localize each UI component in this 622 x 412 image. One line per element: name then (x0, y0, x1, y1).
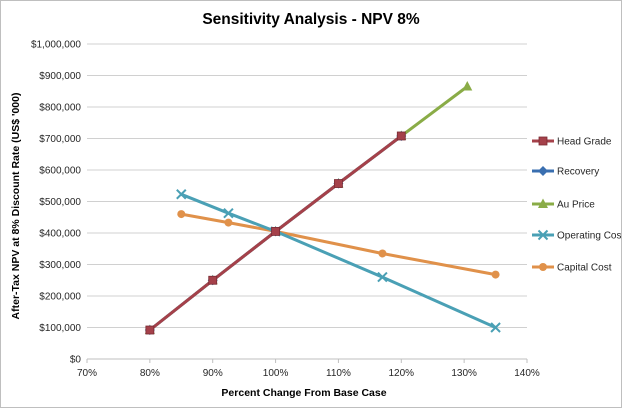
data-point-head-grade (271, 227, 280, 236)
legend-label: Head Grade (557, 137, 612, 148)
y-axis-ticks: $0 $100,000 $200,000 $300,000 $400,000 $500,0… (31, 40, 81, 366)
data-point-operating-cost (490, 322, 501, 333)
data-point-operating-cost (223, 207, 234, 219)
y-tick-label: $500,000 (39, 197, 81, 208)
data-point-head-grade (145, 325, 155, 335)
series-capital-cost (177, 210, 500, 279)
legend-label: Au Price (557, 200, 595, 211)
data-point-capital-cost (378, 249, 387, 258)
y-tick-label: $900,000 (39, 71, 81, 82)
data-point-head-grade (396, 131, 406, 141)
x-axis-ticks: 70% 80% 90% 100% 110% 120% 130% 140% (77, 359, 540, 379)
legend: Head Grade Recovery Au Price Operating Cost… (532, 137, 622, 274)
legend-item-recovery: Recovery (532, 166, 599, 178)
y-tick-label: $700,000 (39, 134, 81, 145)
legend-marker-head-grade (538, 136, 548, 146)
plot-area (144, 81, 501, 336)
legend-item-head-grade: Head Grade (532, 137, 612, 148)
legend-label: Capital Cost (557, 263, 612, 274)
y-tick-label: $1,000,000 (31, 40, 81, 51)
legend-marker-au-price (538, 198, 548, 208)
series-head-grade (145, 131, 406, 335)
x-tick-label: 80% (140, 368, 160, 379)
y-tick-label: $600,000 (39, 166, 81, 177)
series-operating-cost (176, 189, 501, 333)
chart-title: Sensitivity Analysis - NPV 8% (202, 11, 420, 28)
x-tick-label: 130% (451, 368, 477, 379)
data-point-au-price (462, 81, 473, 91)
x-tick-label: 120% (388, 368, 414, 379)
legend-label: Operating Cost (557, 231, 621, 242)
y-axis-title: After-Tax NPV at 8% Discount Rate (US$ '… (10, 93, 22, 320)
legend-item-capital-cost: Capital Cost (532, 263, 612, 274)
legend-marker-recovery (538, 166, 548, 176)
y-tick-label: $200,000 (39, 292, 81, 303)
data-point-operating-cost (176, 189, 187, 200)
legend-item-au-price: Au Price (532, 198, 595, 211)
x-tick-label: 90% (203, 368, 223, 379)
y-tick-label: $800,000 (39, 103, 81, 114)
y-tick-label: $0 (70, 355, 82, 366)
legend-marker-operating-cost (537, 229, 549, 241)
x-tick-label: 100% (263, 368, 289, 379)
y-tick-label: $400,000 (39, 229, 81, 240)
x-tick-label: 110% (326, 368, 351, 379)
legend-item-operating-cost: Operating Cost (532, 229, 622, 242)
legend-marker-capital-cost (539, 263, 547, 271)
data-point-capital-cost (224, 218, 233, 227)
x-tick-label: 70% (77, 368, 97, 379)
legend-label: Recovery (557, 167, 599, 178)
y-tick-label: $100,000 (39, 323, 81, 334)
data-point-capital-cost (491, 270, 500, 279)
x-axis-title: Percent Change From Base Case (221, 387, 386, 399)
data-point-head-grade (208, 275, 218, 285)
x-tick-label: 140% (514, 368, 540, 379)
data-point-operating-cost (377, 271, 388, 283)
data-point-head-grade (334, 179, 343, 188)
y-tick-label: $300,000 (39, 260, 81, 271)
data-point-capital-cost (177, 210, 186, 219)
gridlines (87, 43, 527, 360)
